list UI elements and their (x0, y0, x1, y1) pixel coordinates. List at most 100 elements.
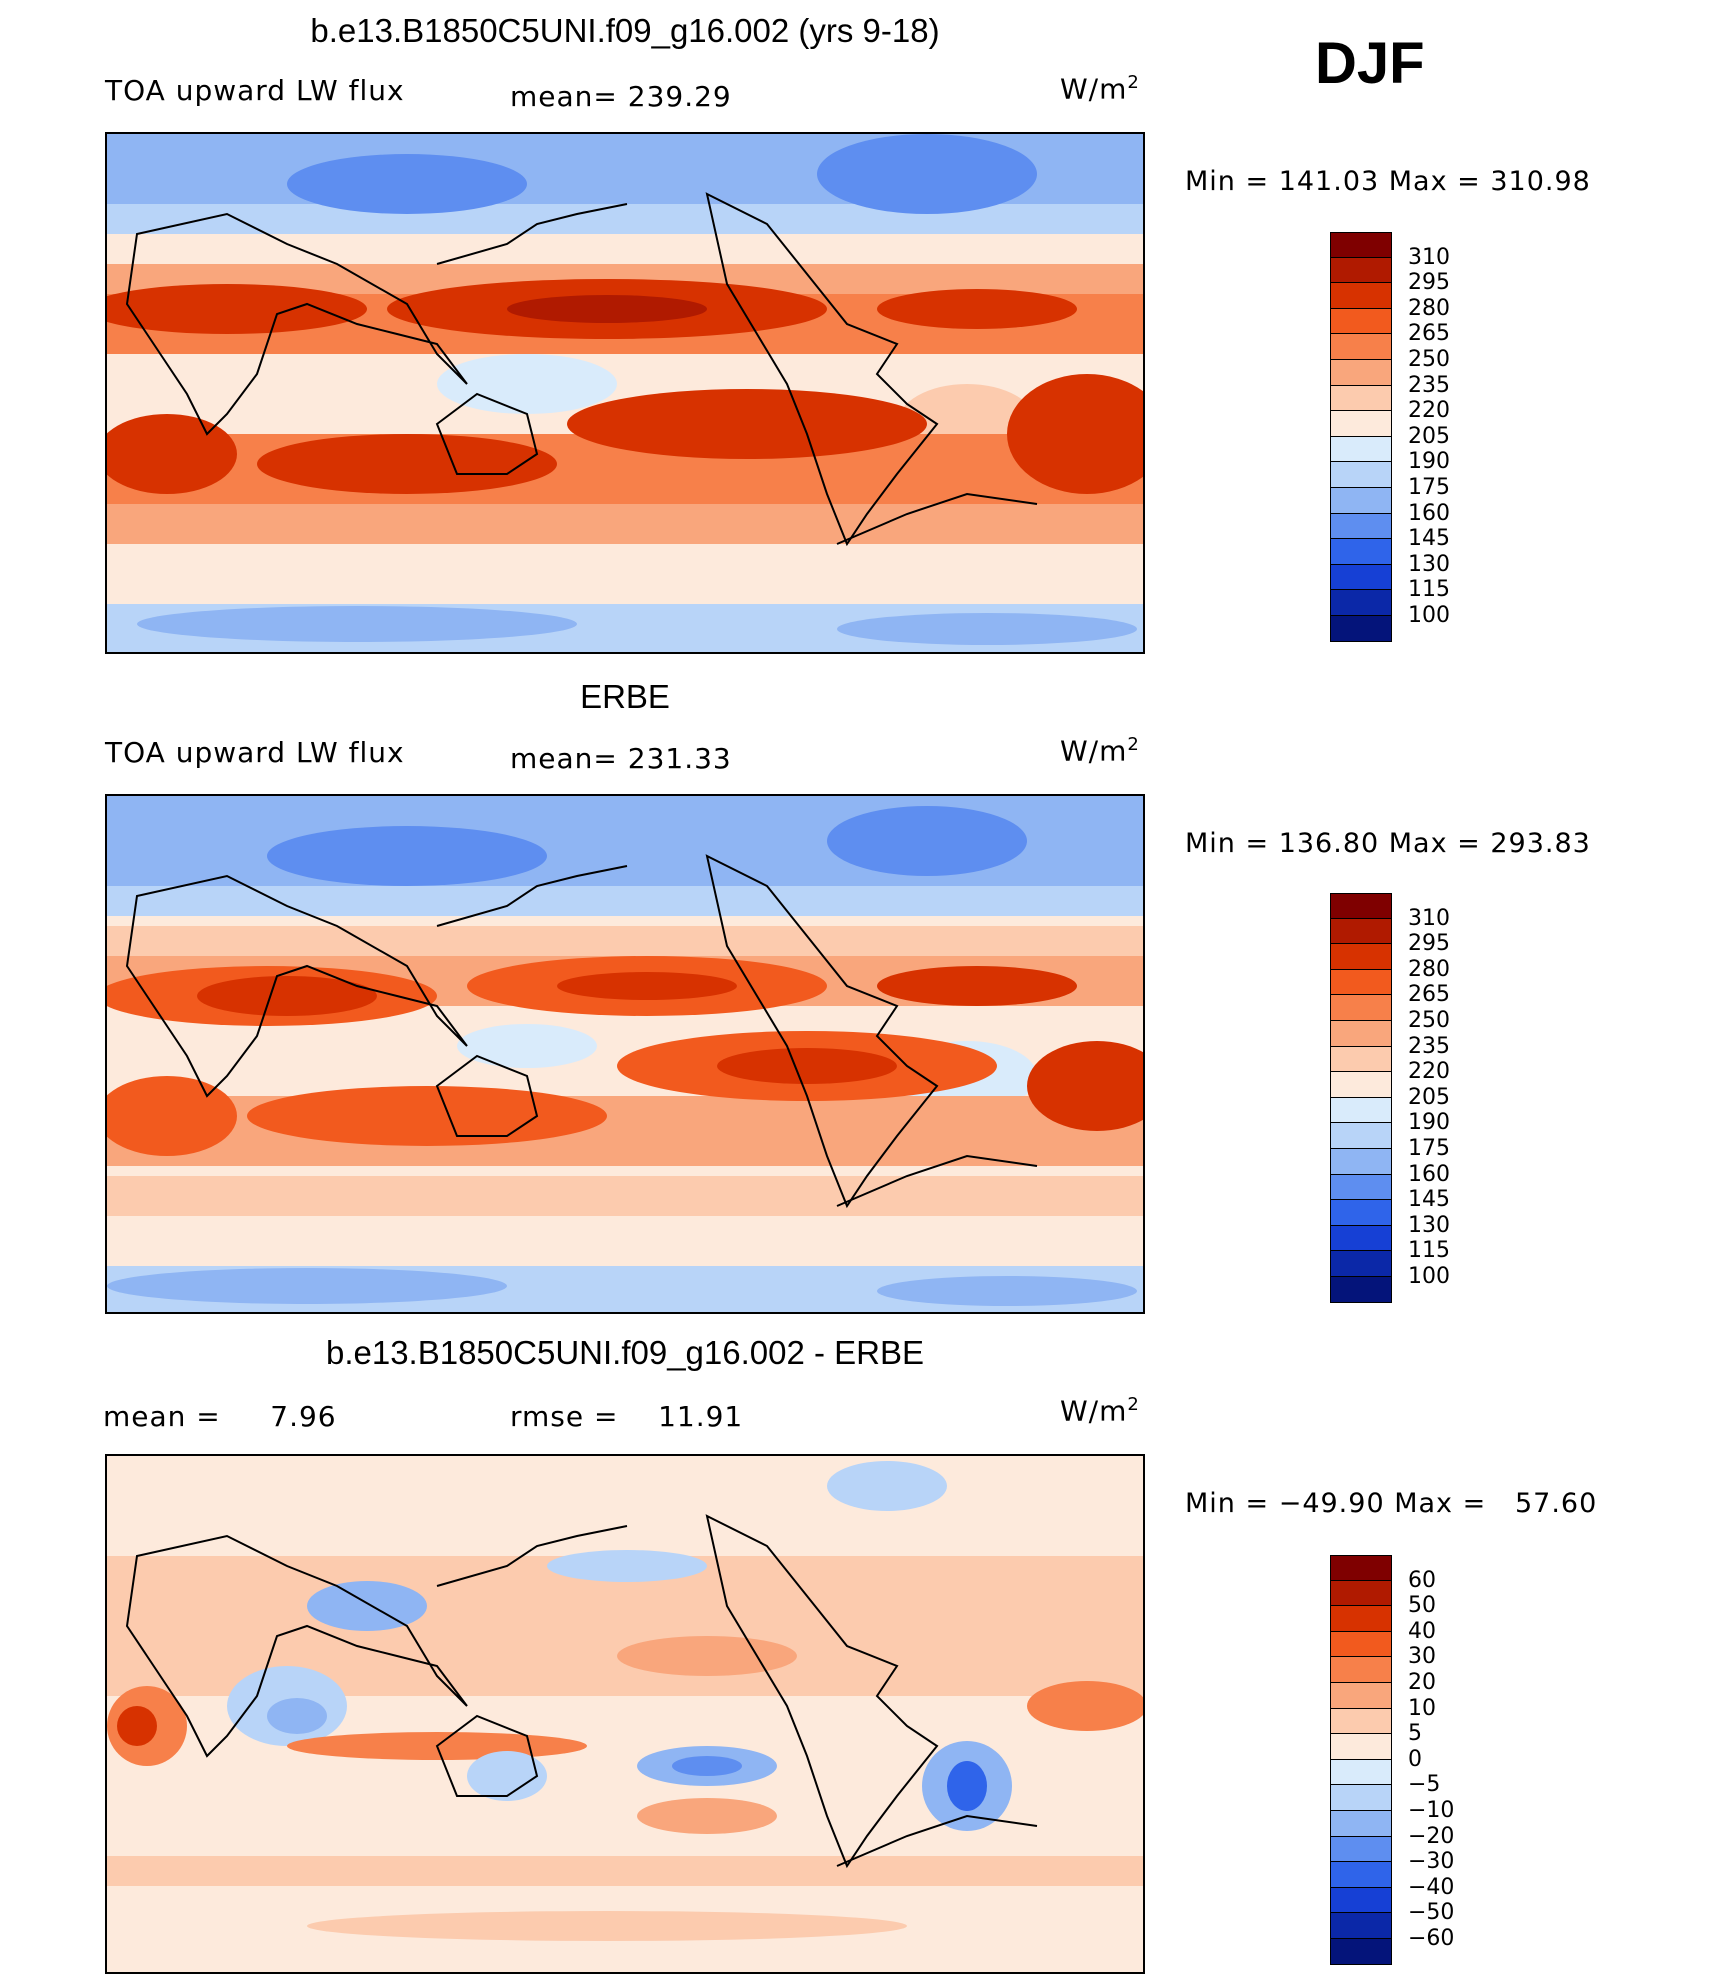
panel3-rmse-label: rmse = 11.91 (510, 1400, 744, 1433)
panel3-units: W/m2 (1060, 1394, 1140, 1428)
colorbar-label: 50 (1408, 1593, 1436, 1619)
colorbar-box (1330, 411, 1392, 437)
panel3-title: b.e13.B1850C5UNI.f09_g16.002 - ERBE (325, 1334, 925, 1371)
colorbar-label: −5 (1408, 1772, 1441, 1798)
colorbar-label: 40 (1408, 1618, 1436, 1644)
colorbar-box (1330, 1200, 1392, 1226)
colorbar-box (1330, 1939, 1392, 1965)
colorbar-label: 220 (1408, 398, 1450, 424)
panel1-units: W/m2 (1060, 72, 1140, 106)
colorbar-label: 130 (1408, 1212, 1450, 1238)
colorbar-box (1330, 1580, 1392, 1607)
colorbar-label: 115 (1408, 577, 1450, 603)
colorbar-label: 60 (1408, 1567, 1436, 1593)
panel2-title: ERBE (580, 678, 670, 715)
panel3-mean-label: mean = 7.96 (103, 1400, 337, 1433)
colorbar-label: 280 (1408, 295, 1450, 321)
colorbar-box (1330, 1251, 1392, 1277)
colorbar-box (1330, 564, 1392, 591)
colorbar-box (1330, 334, 1392, 360)
colorbar-label: 190 (1408, 1110, 1450, 1136)
colorbar-label: 145 (1408, 1187, 1450, 1213)
colorbar-box (1330, 1734, 1392, 1760)
panel1-map (105, 132, 1145, 654)
colorbar-box (1330, 918, 1392, 945)
colorbar-label: 295 (1408, 270, 1450, 296)
colorbar-label: 265 (1408, 982, 1450, 1008)
colorbar-label: −40 (1408, 1874, 1455, 1900)
panel3-map-svg (107, 1456, 1143, 1972)
colorbar-box (1330, 257, 1392, 284)
panel1-map-svg (107, 134, 1143, 652)
colorbar-box (1330, 1072, 1392, 1098)
colorbar-box (1330, 616, 1392, 642)
colorbar-label: 175 (1408, 475, 1450, 500)
colorbar-label: −10 (1408, 1798, 1455, 1823)
colorbar-label: −60 (1408, 1926, 1455, 1951)
colorbar-box (1330, 1785, 1392, 1811)
panel1-mean-label: mean= 239.29 (510, 80, 732, 113)
colorbar-label: 235 (1408, 1033, 1450, 1059)
colorbar-box (1330, 590, 1392, 616)
panel2-map (105, 794, 1145, 1314)
colorbar-label: 175 (1408, 1136, 1450, 1161)
colorbar-box (1330, 283, 1392, 309)
colorbar-box (1330, 1759, 1392, 1786)
colorbar-box (1330, 969, 1392, 996)
colorbar-box (1330, 1683, 1392, 1709)
colorbar-label: 160 (1408, 500, 1450, 526)
colorbar-label: 265 (1408, 321, 1450, 347)
panel1-title: b.e13.B1850C5UNI.f09_g16.002 (yrs 9-18) (310, 12, 940, 49)
panel2-variable-label: TOA upward LW flux (105, 736, 405, 769)
colorbar-box (1330, 436, 1392, 463)
colorbar-box (1330, 1046, 1392, 1073)
colorbar-box (1330, 1913, 1392, 1939)
colorbar-label: 250 (1408, 1008, 1450, 1033)
colorbar-label: 250 (1408, 347, 1450, 372)
colorbar-box (1330, 1606, 1392, 1632)
colorbar-label: −20 (1408, 1823, 1455, 1849)
colorbar-box (1330, 995, 1392, 1021)
colorbar-box (1330, 1149, 1392, 1175)
colorbar-label: 310 (1408, 905, 1450, 931)
colorbar-box (1330, 1097, 1392, 1124)
colorbar-box (1330, 462, 1392, 488)
colorbar-label: 10 (1408, 1695, 1436, 1721)
colorbar-box (1330, 513, 1392, 540)
panel3-map (105, 1454, 1145, 1974)
colorbar-label: 310 (1408, 244, 1450, 270)
colorbar-label: 235 (1408, 372, 1450, 398)
panel2-map-svg (107, 796, 1143, 1312)
colorbar-box (1330, 1657, 1392, 1683)
colorbar-label: 190 (1408, 449, 1450, 475)
colorbar-box (1330, 488, 1392, 514)
colorbar-box (1330, 539, 1392, 565)
colorbar-box (1330, 1811, 1392, 1837)
colorbar-box (1330, 1277, 1392, 1303)
colorbar-label: 20 (1408, 1670, 1436, 1695)
colorbar-box (1330, 1836, 1392, 1863)
colorbar-label: 205 (1408, 423, 1450, 449)
colorbar-label: 160 (1408, 1161, 1450, 1187)
colorbar-label: −30 (1408, 1849, 1455, 1875)
colorbar-label: 5 (1408, 1721, 1422, 1747)
colorbar-box (1330, 385, 1392, 412)
colorbar-label: 0 (1408, 1746, 1422, 1772)
colorbar-box (1330, 1225, 1392, 1252)
colorbar-box (1330, 308, 1392, 335)
panel3-minmax: Min = −49.90 Max = 57.60 (1185, 1488, 1598, 1519)
colorbar-box (1330, 1862, 1392, 1888)
colorbar-label: 220 (1408, 1059, 1450, 1085)
colorbar-label: −50 (1408, 1900, 1455, 1926)
colorbar-box (1330, 1021, 1392, 1047)
colorbar-label: 100 (1408, 1264, 1450, 1289)
colorbar-label: 145 (1408, 526, 1450, 552)
colorbar-label: 30 (1408, 1644, 1436, 1670)
colorbar-label: 115 (1408, 1238, 1450, 1264)
panel1-variable-label: TOA upward LW flux (105, 74, 405, 107)
panel2-minmax: Min = 136.80 Max = 293.83 (1185, 828, 1591, 859)
colorbar-box (1330, 360, 1392, 386)
colorbar-box (1330, 1631, 1392, 1658)
colorbar-label: 295 (1408, 931, 1450, 957)
colorbar-box (1330, 1708, 1392, 1735)
